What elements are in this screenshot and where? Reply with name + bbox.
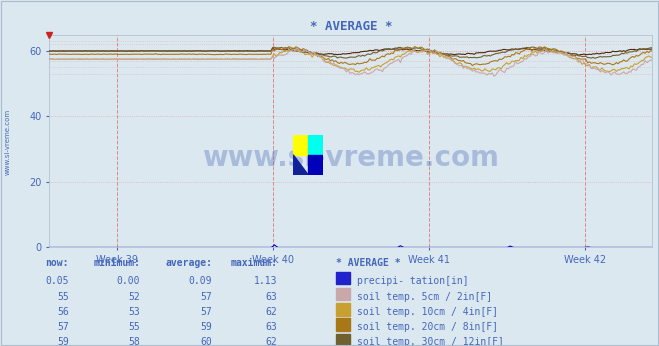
Text: 59: 59 bbox=[200, 322, 212, 332]
Bar bbox=[308, 135, 323, 155]
Text: 57: 57 bbox=[200, 292, 212, 302]
FancyBboxPatch shape bbox=[336, 288, 351, 300]
Text: 52: 52 bbox=[129, 292, 140, 302]
Bar bbox=[293, 135, 308, 155]
Text: 57: 57 bbox=[57, 322, 69, 332]
FancyBboxPatch shape bbox=[336, 303, 351, 316]
Text: soil temp. 20cm / 8in[F]: soil temp. 20cm / 8in[F] bbox=[357, 322, 498, 332]
Text: 0.00: 0.00 bbox=[117, 275, 140, 285]
Text: * AVERAGE *: * AVERAGE * bbox=[336, 258, 401, 268]
Text: minimum:: minimum: bbox=[94, 258, 140, 268]
FancyBboxPatch shape bbox=[336, 318, 351, 331]
Text: soil temp. 5cm / 2in[F]: soil temp. 5cm / 2in[F] bbox=[357, 292, 492, 302]
Text: 0.05: 0.05 bbox=[45, 275, 69, 285]
Text: 1.13: 1.13 bbox=[254, 275, 277, 285]
FancyBboxPatch shape bbox=[336, 334, 351, 346]
Text: 58: 58 bbox=[129, 337, 140, 346]
Text: average:: average: bbox=[165, 258, 212, 268]
Text: soil temp. 10cm / 4in[F]: soil temp. 10cm / 4in[F] bbox=[357, 307, 498, 317]
Text: 57: 57 bbox=[200, 307, 212, 317]
Text: 55: 55 bbox=[57, 292, 69, 302]
Text: now:: now: bbox=[45, 258, 69, 268]
Text: 63: 63 bbox=[266, 322, 277, 332]
Text: 53: 53 bbox=[129, 307, 140, 317]
Text: 63: 63 bbox=[266, 292, 277, 302]
Text: 59: 59 bbox=[57, 337, 69, 346]
Text: 62: 62 bbox=[266, 337, 277, 346]
FancyBboxPatch shape bbox=[336, 272, 351, 284]
Text: www.si-vreme.com: www.si-vreme.com bbox=[202, 144, 500, 172]
Polygon shape bbox=[293, 155, 308, 175]
Text: 0.09: 0.09 bbox=[188, 275, 212, 285]
Text: 62: 62 bbox=[266, 307, 277, 317]
Text: 55: 55 bbox=[129, 322, 140, 332]
Text: soil temp. 30cm / 12in[F]: soil temp. 30cm / 12in[F] bbox=[357, 337, 504, 346]
Text: www.si-vreme.com: www.si-vreme.com bbox=[5, 109, 11, 175]
Title: * AVERAGE *: * AVERAGE * bbox=[310, 20, 392, 34]
Text: maximum:: maximum: bbox=[231, 258, 277, 268]
Bar bbox=[308, 155, 323, 175]
Text: 60: 60 bbox=[200, 337, 212, 346]
Text: 56: 56 bbox=[57, 307, 69, 317]
Text: precipi- tation[in]: precipi- tation[in] bbox=[357, 275, 469, 285]
